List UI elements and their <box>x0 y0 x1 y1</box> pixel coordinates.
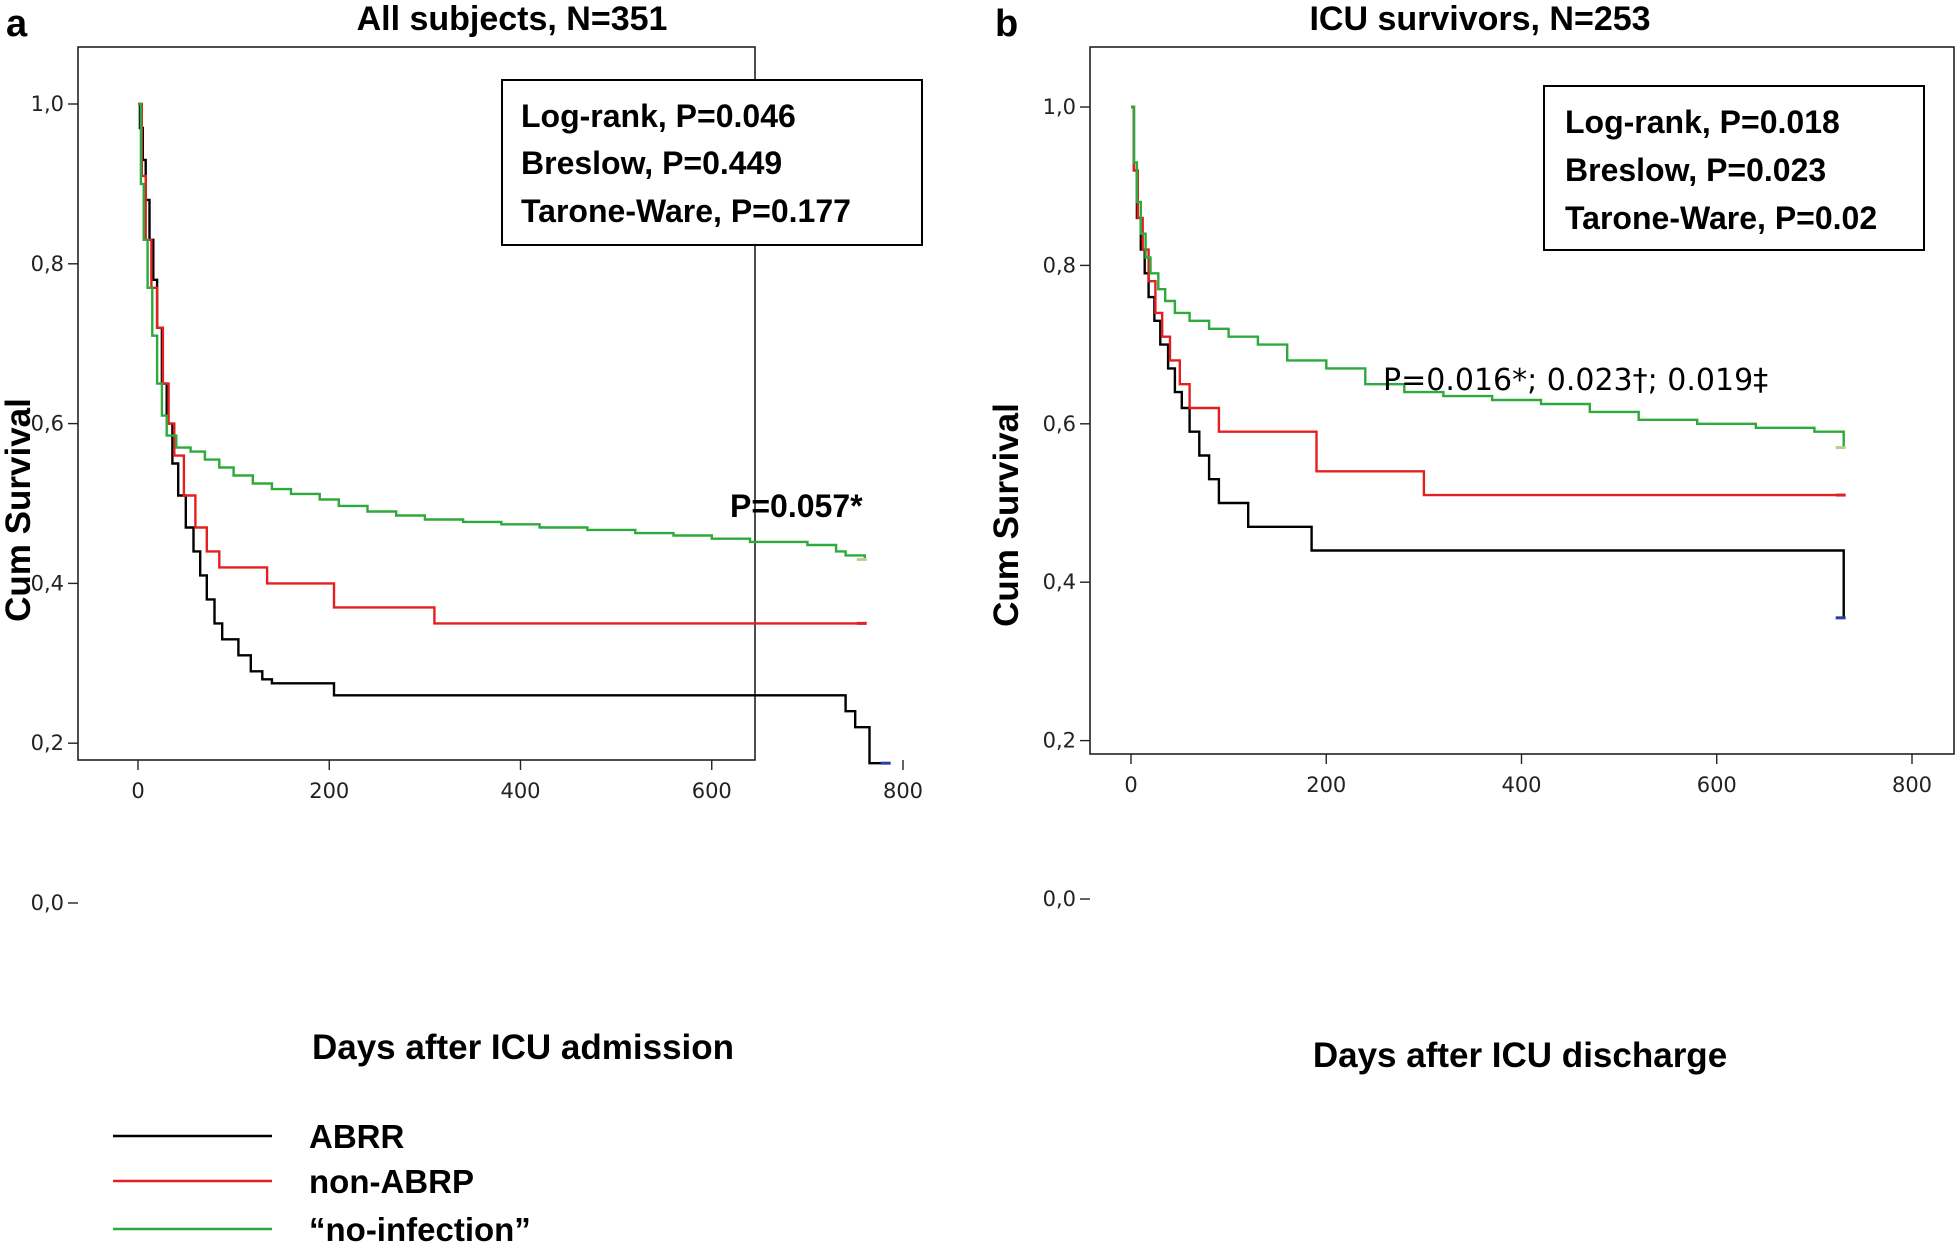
panel-b-letter: b <box>995 3 1018 45</box>
panel-b-x-tick-label: 0 <box>1124 773 1137 797</box>
panel-b-x-axis-label: Days after ICU discharge <box>1313 1036 1727 1075</box>
panel-a-stat-taroneware: Tarone-Ware, P=0.177 <box>521 193 851 229</box>
panel-b-x-tick-label: 200 <box>1306 773 1346 797</box>
panel-a-y-tick-label: 1,0 <box>31 92 64 116</box>
panel-b-x-tick-label: 400 <box>1501 773 1541 797</box>
panel-b-title: ICU survivors, N=253 <box>1309 0 1650 38</box>
panel-a-x-axis-label: Days after ICU admission <box>312 1028 734 1067</box>
panel-a-curve-no-infection <box>138 102 866 560</box>
panel-a: a All subjects, N=351 0,0 0,2 0,4 0,6 0,8 1,0… <box>0 0 923 1067</box>
panel-b-annotation: P=0.016*; 0.023†; 0.019‡ <box>1383 363 1768 398</box>
panel-b-x-tick-label: 600 <box>1697 773 1737 797</box>
panel-a-y-tick-label: 0,2 <box>31 731 64 755</box>
panel-a-title: All subjects, N=351 <box>357 0 668 38</box>
panel-a-y-tick-label: 0,8 <box>31 252 64 276</box>
panel-a-survival-curves <box>138 102 891 765</box>
panel-a-annotation: P=0.057* <box>730 488 863 524</box>
legend-label-non-abrp: non-ABRP <box>309 1163 474 1200</box>
panel-b-y-axis-label: Cum Survival <box>987 403 1026 627</box>
panel-b-y-tick-label: 0,2 <box>1043 729 1076 753</box>
panel-a-x-tick-label: 0 <box>131 779 144 803</box>
legend-label-abrr: ABRR <box>309 1118 404 1155</box>
panel-a-x-tick-label: 800 <box>883 779 923 803</box>
panel-b-axes: 0,0 0,2 0,4 0,6 0,8 1,0 0 200 400 600 800 <box>1043 95 1932 911</box>
panel-a-x-tick-label: 400 <box>500 779 540 803</box>
panel-a-stat-logrank: Log-rank, P=0.046 <box>521 98 796 134</box>
panel-b-y-tick-label: 1,0 <box>1043 95 1076 119</box>
panel-b-x-tick-label: 800 <box>1892 773 1932 797</box>
panel-a-axes: 0,0 0,2 0,4 0,6 0,8 1,0 0 200 400 600 800 <box>31 92 923 915</box>
panel-a-y-tick-label: 0,4 <box>31 571 64 595</box>
panel-a-x-tick-label: 200 <box>309 779 349 803</box>
panel-a-letter: a <box>6 3 28 45</box>
panel-b-y-tick-label: 0,4 <box>1043 570 1076 594</box>
panel-b-stat-taroneware: Tarone-Ware, P=0.02 <box>1565 200 1877 236</box>
panel-a-y-tick-label: 0,0 <box>31 891 64 915</box>
panel-b-stats-box <box>1543 85 1925 251</box>
panel-a-stat-breslow: Breslow, P=0.449 <box>521 145 782 181</box>
panel-b-stat-breslow: Breslow, P=0.023 <box>1565 152 1826 188</box>
panel-b-curve-abrr <box>1131 105 1845 618</box>
panel-a-x-tick-label: 600 <box>692 779 732 803</box>
panel-b-curve-no-infection <box>1131 105 1845 448</box>
panel-b: b ICU survivors, N=253 0,0 0,2 0,4 0,6 0,8 1,… <box>987 0 1955 1075</box>
panel-b-survival-curves <box>1131 105 1846 620</box>
panel-a-y-tick-label: 0,6 <box>31 412 64 436</box>
panel-b-curve-non-abrp <box>1131 105 1844 497</box>
panel-a-stats-box <box>501 79 923 246</box>
legend: ABRR non-ABRP “no-infection” <box>113 1118 531 1243</box>
panel-a-plot-frame <box>77 46 756 761</box>
panel-b-y-tick-label: 0,0 <box>1043 887 1076 911</box>
legend-label-no-infection: “no-infection” <box>309 1211 531 1243</box>
panel-b-y-tick-label: 0,6 <box>1043 412 1076 436</box>
panel-a-curve-abrr <box>138 102 889 765</box>
panel-b-stat-logrank: Log-rank, P=0.018 <box>1565 104 1840 140</box>
panel-a-y-axis-label: Cum Survival <box>0 398 38 622</box>
panel-a-curve-non-abrp <box>138 102 865 625</box>
panel-b-y-tick-label: 0,8 <box>1043 253 1076 277</box>
